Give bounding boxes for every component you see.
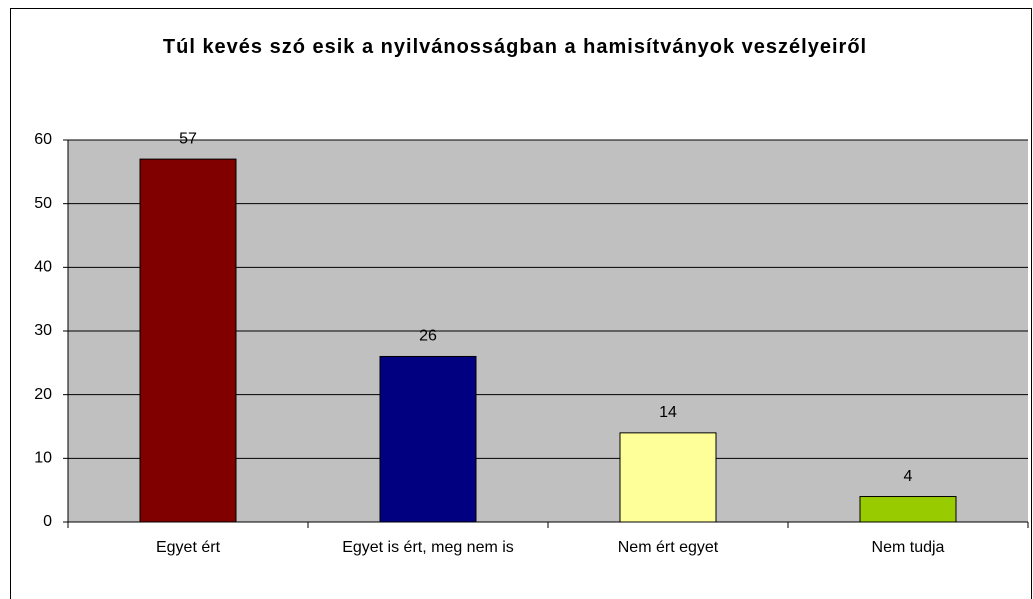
y-tick-label: 20 [34,386,52,403]
bar [859,496,957,523]
y-tick-label: 0 [43,513,52,530]
y-tick-label: 30 [34,322,52,339]
data-label: 26 [419,328,437,345]
bar [379,355,477,523]
y-tick-label: 10 [34,450,52,467]
x-tick-label: Nem ért egyet [617,539,719,556]
data-label: 4 [904,468,913,485]
data-label: 57 [179,130,197,147]
chart-title: Túl kevés szó esik a nyilvánosságban a h… [162,36,868,58]
x-tick-label: Nem tudja [871,539,945,556]
data-label: 14 [659,404,677,421]
x-tick-label: Egyet ért [155,539,221,556]
bar [619,432,717,523]
y-tick-label: 40 [34,259,52,276]
y-tick-label: 60 [34,131,52,148]
y-tick-label: 50 [34,195,52,212]
bar [139,158,237,523]
x-tick-label: Egyet is ért, meg nem is [342,539,514,556]
